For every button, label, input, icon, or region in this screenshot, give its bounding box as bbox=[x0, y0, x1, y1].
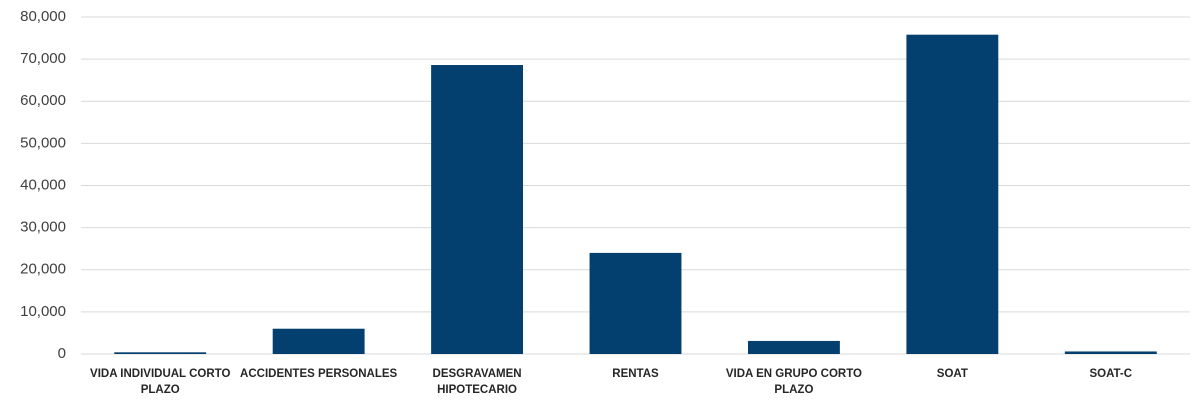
bar bbox=[431, 65, 524, 355]
bar bbox=[906, 34, 999, 354]
bar bbox=[589, 252, 682, 354]
x-tick-label: VIDA INDIVIDUAL CORTO PLAZO bbox=[90, 368, 231, 396]
y-tick-label: 60,000 bbox=[20, 92, 66, 109]
x-tick-label: ACCIDENTES PERSONALES bbox=[240, 368, 398, 380]
x-tick-label: SOAT-C bbox=[1089, 368, 1133, 380]
y-tick-label: 80,000 bbox=[20, 8, 66, 25]
y-tick-label: 70,000 bbox=[20, 50, 66, 67]
y-tick-label: 10,000 bbox=[20, 303, 66, 320]
bar bbox=[114, 352, 207, 354]
x-tick-label: DESGRAVAMEN HIPOTECARIO bbox=[432, 368, 522, 396]
y-tick-label: 50,000 bbox=[20, 134, 66, 151]
y-tick-label: 30,000 bbox=[20, 219, 66, 236]
x-tick-label: RENTAS bbox=[612, 368, 659, 380]
x-tick-label: VIDA EN GRUPO CORTO PLAZO bbox=[725, 368, 862, 396]
bar bbox=[1064, 351, 1157, 354]
y-tick-label: 20,000 bbox=[20, 261, 66, 278]
y-tick-label: 0 bbox=[58, 345, 66, 362]
bar bbox=[747, 340, 840, 354]
y-tick-label: 40,000 bbox=[20, 176, 66, 193]
x-tick-label: SOAT bbox=[936, 368, 968, 380]
bar bbox=[272, 328, 365, 354]
